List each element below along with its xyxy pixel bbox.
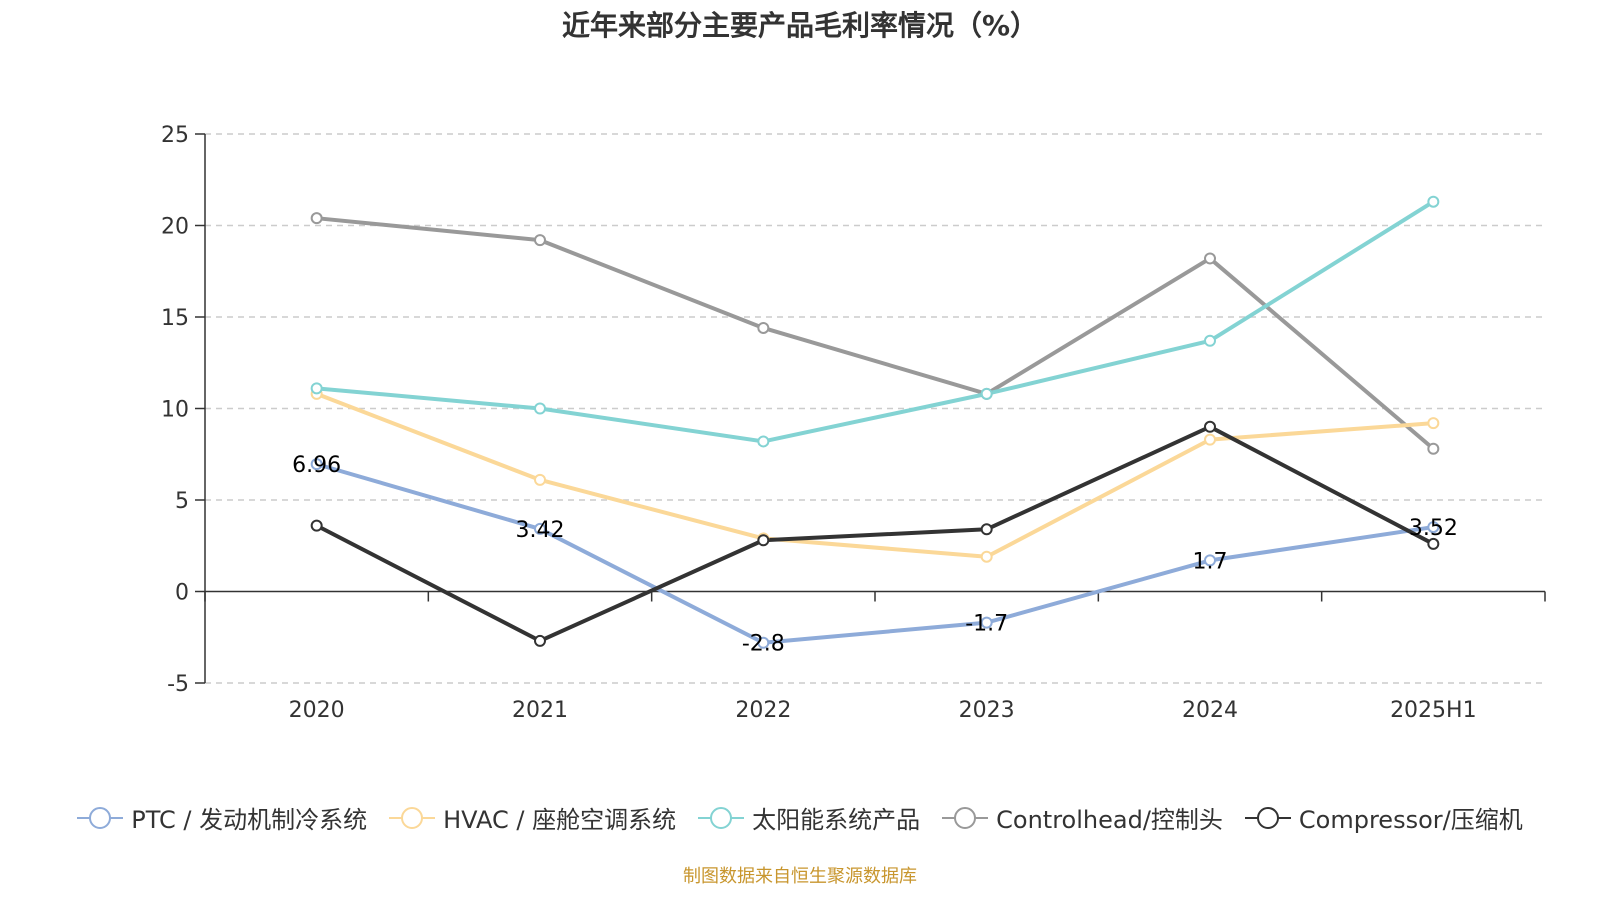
data-point (310, 212, 323, 225)
data-label: 3.52 (1409, 516, 1458, 541)
y-tick-label: 15 (161, 306, 189, 331)
legend-item[interactable]: Controlhead/控制头 (942, 800, 1223, 835)
legend-marker-icon (942, 806, 989, 830)
grid-lines (205, 133, 1545, 684)
legend-label: HVAC / 座舱空调系统 (443, 806, 677, 834)
data-label: 6.96 (292, 453, 341, 478)
line-chart: -5 0 5 10 15 20 25 2020 2021 2022 2023 2024 2025H1 6… (161, 123, 1546, 723)
series-line (316, 200, 1435, 444)
data-label: 3.42 (516, 518, 565, 543)
legend-label: Compressor/压缩机 (1298, 806, 1523, 834)
data-point (310, 382, 323, 395)
series-line (315, 424, 1435, 643)
legend-item[interactable]: PTC / 发动机制冷系统 (77, 800, 367, 835)
y-tick-label: 0 (175, 581, 189, 606)
y-tick-label: 10 (161, 398, 189, 423)
data-point (534, 634, 546, 647)
data-point (980, 616, 993, 629)
series-line (316, 462, 1434, 645)
legend-item[interactable]: HVAC / 座舱空调系统 (389, 800, 676, 835)
data-point (1427, 195, 1440, 208)
series-line (315, 391, 1434, 559)
y-tick-label: 5 (175, 489, 189, 514)
data-point (980, 523, 993, 536)
data-point (757, 534, 770, 547)
data-label: -2.8 (742, 632, 785, 657)
series-line (316, 216, 1435, 451)
data-point (757, 636, 770, 649)
source-note: 制图数据来自恒生聚源数据库 (683, 866, 917, 887)
chart-title: 近年来部分主要产品毛利率情况（%） (561, 9, 1039, 42)
x-tick-label: 2021 (512, 698, 568, 723)
data-point (1204, 252, 1216, 265)
legend-marker-icon (1244, 806, 1291, 830)
data-point (1204, 420, 1216, 433)
data-label: -1.7 (965, 612, 1008, 637)
data-point (310, 458, 323, 471)
y-tick-label: 25 (161, 123, 189, 148)
x-tick-label: 2020 (289, 698, 345, 723)
data-labels: 6.96 3.42 -2.8 -1.7 1.7 3.52 (292, 453, 1458, 657)
x-tick-label: 2025H1 (1390, 698, 1477, 723)
series-lines (310, 195, 1440, 649)
data-point (1427, 417, 1440, 430)
data-point (757, 435, 770, 448)
data-point (1204, 433, 1216, 446)
legend-label: Controlhead/控制头 (996, 806, 1223, 834)
data-point (1204, 554, 1216, 567)
legend-marker-icon (698, 806, 745, 830)
x-tick-label: 2023 (959, 698, 1015, 723)
y-tick-label: -5 (167, 672, 189, 697)
legend: PTC / 发动机制冷系统 HVAC / 座舱空调系统 太阳能系统产品 Control… (0, 800, 1600, 835)
x-tick-label: 2022 (735, 698, 791, 723)
data-point (534, 473, 546, 486)
legend-item[interactable]: 太阳能系统产品 (698, 800, 920, 835)
data-point (534, 234, 546, 247)
legend-marker-icon (389, 806, 436, 830)
axes: -5 0 5 10 15 20 25 2020 2021 2022 2023 2024 2025H1 (161, 123, 1546, 723)
data-point (1427, 442, 1440, 455)
data-point (534, 402, 546, 415)
data-point (757, 321, 770, 334)
data-point (1204, 334, 1216, 347)
legend-item[interactable]: Compressor/压缩机 (1244, 800, 1523, 835)
legend-label: PTC / 发动机制冷系统 (131, 806, 368, 834)
x-tick-label: 2024 (1182, 698, 1238, 723)
y-tick-label: 20 (161, 215, 189, 240)
legend-marker-icon (77, 806, 124, 830)
data-point (1427, 521, 1440, 534)
legend-label: 太阳能系统产品 (752, 806, 921, 834)
data-label: 1.7 (1193, 549, 1228, 574)
data-point (980, 550, 993, 563)
data-point (310, 519, 323, 532)
data-point (980, 387, 993, 400)
data-point (534, 522, 546, 535)
data-point (1427, 537, 1440, 550)
